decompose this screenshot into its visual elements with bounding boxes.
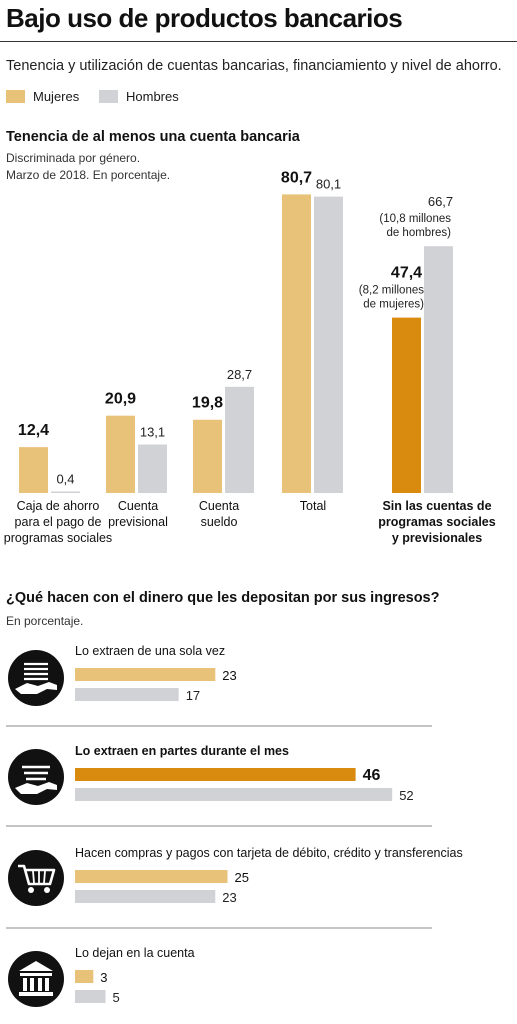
cash-hand-icon <box>8 650 64 706</box>
bar-hombres <box>424 246 453 493</box>
annotation-mujeres: (8,2 millones <box>359 285 424 297</box>
bar-mujeres <box>106 415 135 493</box>
legend-label-hombres: Hombres <box>126 89 179 104</box>
hbar-mujeres <box>75 668 216 681</box>
value-label-hombres: 28,7 <box>227 367 252 382</box>
category-label: previsional <box>108 515 168 529</box>
hvalue-mujeres: 3 <box>100 970 107 985</box>
value-label-hombres: 80,1 <box>316 177 341 192</box>
chart-title: Bajo uso de productos bancarios <box>6 3 403 33</box>
vertical-bar-chart: 12,4 0,4 Caja de ahorro para el pago de prog… <box>4 169 496 545</box>
category-label: Caja de ahorro <box>17 499 100 513</box>
section1-title: Tenencia de al menos una cuenta bancaria <box>6 129 300 145</box>
row-label: Lo extraen en partes durante el mes <box>75 744 289 758</box>
category-label: programas sociales <box>4 531 112 545</box>
category-label: Total <box>300 499 326 513</box>
bar-hombres <box>225 386 254 493</box>
chart-subtitle: Tenencia y utilización de cuentas bancar… <box>6 58 502 74</box>
bar-hombres <box>314 196 343 493</box>
row-label: Hacen compras y pagos con tarjeta de déb… <box>75 846 463 860</box>
category-label: para el pago de <box>15 515 102 529</box>
legend-label-mujeres: Mujeres <box>33 89 80 104</box>
cash-hand-icon <box>8 749 64 805</box>
bar-hombres <box>51 491 80 493</box>
section2-note: En porcentaje. <box>6 614 84 628</box>
hvalue-hombres: 23 <box>222 890 236 905</box>
bar-mujeres <box>19 447 48 493</box>
title-rule <box>0 41 517 42</box>
hbar-hombres <box>75 890 216 903</box>
hbar-mujeres <box>75 870 228 883</box>
category-label: programas sociales <box>378 515 495 529</box>
hbar-mujeres <box>75 970 94 983</box>
hbar-hombres <box>75 990 106 1003</box>
legend-swatch-mujeres <box>6 90 25 103</box>
bar-mujeres <box>193 419 222 493</box>
row-label: Lo extraen de una sola vez <box>75 644 225 658</box>
section2-title: ¿Qué hacen con el dinero que les deposit… <box>6 590 440 606</box>
bar-mujeres <box>282 194 311 493</box>
legend-swatch-hombres <box>99 90 118 103</box>
value-label-hombres: 13,1 <box>140 425 165 440</box>
value-label-mujeres: 19,8 <box>192 395 223 412</box>
shopping-cart-icon <box>8 850 64 906</box>
bank-icon <box>8 951 64 1007</box>
value-label-mujeres: 12,4 <box>18 422 49 439</box>
category-label: Cuenta <box>118 499 158 513</box>
annotation-mujeres: de mujeres) <box>363 299 424 311</box>
section1-note-line2: Marzo de 2018. En porcentaje. <box>6 168 171 182</box>
section1-note-line1: Discriminada por género. <box>6 151 141 165</box>
category-label: Sin las cuentas de <box>382 499 491 513</box>
value-label-mujeres: 47,4 <box>391 265 422 282</box>
hbar-mujeres <box>75 768 356 781</box>
category-label: y previsionales <box>392 531 482 545</box>
legend-item-mujeres: Mujeres <box>6 89 79 104</box>
hvalue-hombres: 5 <box>113 990 120 1005</box>
legend-item-hombres: Hombres <box>99 89 179 104</box>
horizontal-bar-chart: Lo extraen de una sola vez 23 17 Lo extraen… <box>6 644 463 1005</box>
value-label-mujeres: 20,9 <box>105 391 136 408</box>
hbar-hombres <box>75 788 393 801</box>
category-label: Cuenta <box>199 499 239 513</box>
value-label-mujeres: 80,7 <box>281 169 312 186</box>
value-label-hombres: 66,7 <box>428 194 453 209</box>
bar-mujeres <box>392 317 421 493</box>
hvalue-mujeres: 25 <box>235 870 249 885</box>
annotation-hombres: de hombres) <box>386 227 451 239</box>
hvalue-mujeres: 23 <box>222 668 236 683</box>
row-label: Lo dejan en la cuenta <box>75 946 195 960</box>
annotation-hombres: (10,8 millones <box>379 213 451 225</box>
hbar-hombres <box>75 688 179 701</box>
bar-hombres <box>138 444 167 493</box>
hvalue-hombres: 52 <box>399 788 413 803</box>
hvalue-hombres: 17 <box>186 688 200 703</box>
value-label-hombres: 0,4 <box>56 472 74 487</box>
hvalue-mujeres: 46 <box>363 767 381 784</box>
category-label: sueldo <box>201 515 238 529</box>
